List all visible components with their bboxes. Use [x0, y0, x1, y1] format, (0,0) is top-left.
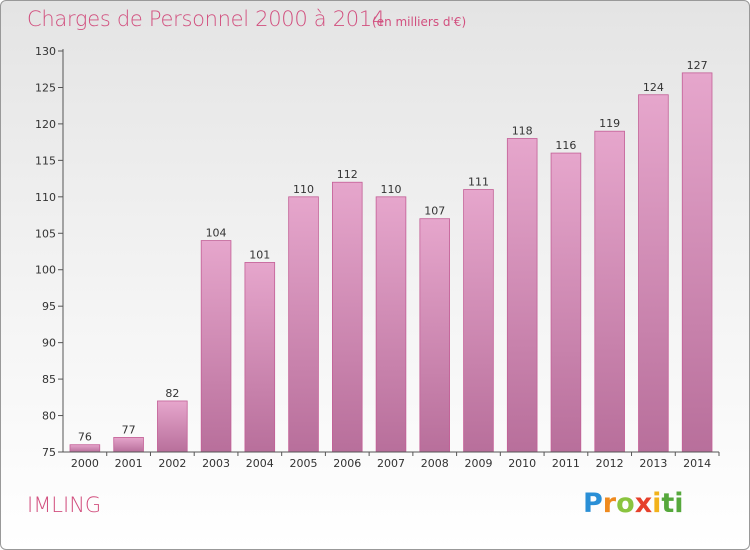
- value-label-2000: 76: [78, 431, 92, 444]
- bar-2000: [69, 444, 101, 453]
- value-label-2009: 111: [468, 176, 489, 189]
- y-tick-label-115: 115: [35, 154, 56, 167]
- value-label-2013: 124: [643, 81, 664, 94]
- bar-2012: [594, 130, 625, 453]
- y-tick-label-105: 105: [35, 227, 56, 240]
- x-tick-label-2007: 2007: [377, 457, 405, 470]
- x-tick-label-2004: 2004: [246, 457, 274, 470]
- proxiti-logo: Proxiti: [583, 488, 684, 519]
- x-tick-label-2002: 2002: [158, 457, 186, 470]
- bar-2004: [244, 262, 276, 453]
- y-tick-label-80: 80: [42, 410, 56, 423]
- x-tick-label-2008: 2008: [421, 457, 449, 470]
- bar-2002: [157, 400, 188, 453]
- logo-letter: x: [634, 488, 653, 519]
- value-label-2010: 118: [512, 124, 533, 137]
- chart-title: Charges de Personnel 2000 à 2014: [27, 7, 385, 31]
- y-tick-label-100: 100: [35, 264, 56, 277]
- value-label-2001: 77: [122, 423, 136, 436]
- bar-2006: [331, 181, 363, 453]
- bar-2005: [288, 196, 319, 453]
- x-tick-label-2001: 2001: [115, 457, 143, 470]
- y-tick-label-85: 85: [42, 373, 56, 386]
- value-label-2005: 110: [293, 183, 314, 196]
- x-tick-label-2003: 2003: [202, 457, 230, 470]
- logo-letter: r: [602, 488, 617, 519]
- x-tick-label-2009: 2009: [464, 457, 492, 470]
- value-label-2014: 127: [687, 59, 708, 72]
- bar-2010: [506, 138, 538, 453]
- bar-2003: [200, 240, 232, 453]
- bar-2014: [681, 72, 713, 453]
- x-tick-label-2010: 2010: [508, 457, 536, 470]
- value-label-2008: 107: [424, 205, 445, 218]
- x-tick-label-2012: 2012: [596, 457, 624, 470]
- x-tick-label-2006: 2006: [333, 457, 361, 470]
- value-label-2004: 101: [249, 248, 270, 261]
- value-label-2006: 112: [337, 168, 358, 181]
- y-tick-label-75: 75: [42, 446, 56, 459]
- y-tick-label-120: 120: [35, 118, 56, 131]
- logo-letter: ti: [661, 488, 684, 519]
- bar-2009: [463, 189, 494, 453]
- y-tick-label-90: 90: [42, 337, 56, 350]
- x-tick-label-2014: 2014: [683, 457, 711, 470]
- bar-2001: [113, 437, 144, 453]
- x-tick-label-2013: 2013: [639, 457, 667, 470]
- x-tick-label-2005: 2005: [290, 457, 318, 470]
- bar-2008: [419, 218, 450, 453]
- bar-2007: [375, 196, 407, 453]
- value-label-2012: 119: [599, 117, 620, 130]
- y-tick-label-125: 125: [35, 81, 56, 94]
- value-label-2002: 82: [165, 387, 179, 400]
- bar-2011: [550, 152, 582, 453]
- logo-letter: o: [616, 488, 635, 519]
- bar-2013: [638, 94, 669, 453]
- commune-name: IMLING: [27, 493, 102, 517]
- value-label-2003: 104: [206, 227, 227, 240]
- y-tick-label-110: 110: [35, 191, 56, 204]
- logo-letter: P: [583, 488, 603, 519]
- y-tick-label-130: 130: [35, 45, 56, 58]
- value-label-2011: 116: [555, 139, 576, 152]
- logo-letter: i: [652, 488, 662, 519]
- x-tick-label-2011: 2011: [552, 457, 580, 470]
- x-tick-label-2000: 2000: [71, 457, 99, 470]
- y-tick-label-95: 95: [42, 300, 56, 313]
- chart-subtitle: (en milliers d'€): [372, 15, 467, 29]
- value-label-2007: 110: [381, 183, 402, 196]
